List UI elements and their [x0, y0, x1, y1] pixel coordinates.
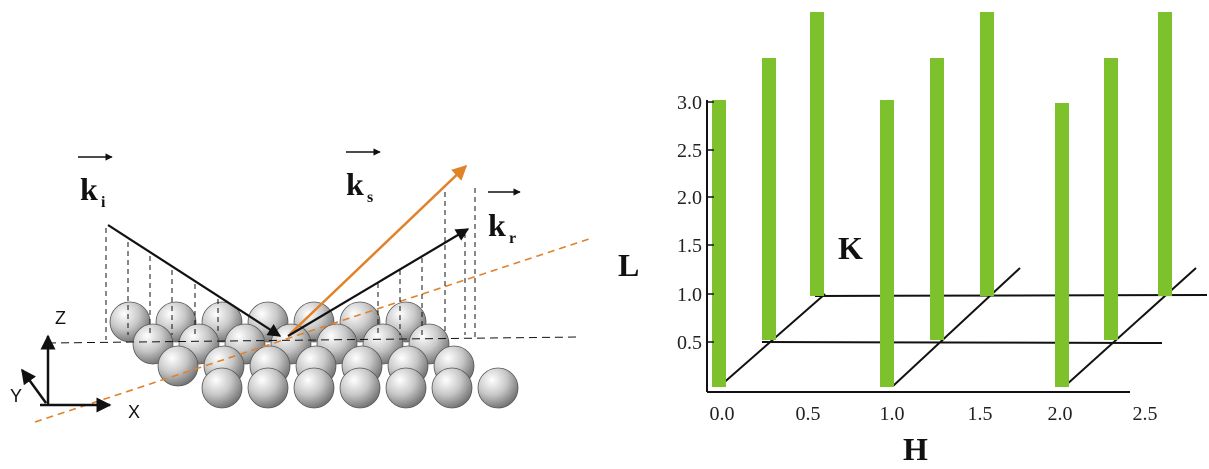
atom	[386, 368, 426, 408]
axis-label: Z	[55, 308, 66, 328]
rod	[880, 100, 894, 387]
rod	[1104, 58, 1118, 340]
atom	[248, 368, 288, 408]
atom-surface	[110, 302, 518, 408]
k-axis-label: K	[838, 230, 863, 266]
y-axis	[22, 370, 46, 403]
vector-label: k	[80, 171, 98, 207]
vector-subscript: s	[367, 189, 373, 206]
tick-label: 1.0	[880, 403, 905, 425]
tick-label: 1.5	[968, 403, 993, 425]
l-axis-ticks: 3.0 2.5 2.0 1.5 1.0 0.5	[677, 92, 714, 354]
rod	[810, 12, 824, 296]
tick-label: 1.5	[677, 235, 702, 257]
vector-subscript: r	[509, 230, 516, 247]
rod	[712, 100, 726, 387]
atom	[432, 368, 472, 408]
tick-label: 0.5	[796, 403, 821, 425]
rod	[1055, 103, 1069, 387]
vector-label: k	[346, 166, 364, 202]
rod	[980, 12, 994, 296]
l-axis-label: L	[618, 247, 639, 283]
atom	[202, 368, 242, 408]
tick-label: 0.5	[677, 332, 702, 354]
tick-label: 2.5	[1133, 403, 1158, 425]
tick-label: 2.5	[677, 140, 702, 162]
diagram: k i k s k r Z Y X 3.0 2.5 2.0 1.5 1.0 0.5 0.0…	[0, 0, 1209, 469]
tick-label: 3.0	[677, 92, 702, 114]
atom	[478, 368, 518, 408]
rod	[930, 58, 944, 340]
rod	[762, 58, 776, 340]
axis-label: Y	[10, 386, 22, 406]
vector-label: k	[488, 207, 506, 243]
rod	[1158, 12, 1172, 296]
tick-label: 1.0	[677, 284, 702, 306]
h-axis-label: H	[903, 431, 928, 467]
truncation-rods	[712, 12, 1172, 387]
h-axis-ticks: 0.0 0.5 1.0 1.5 2.0 2.5	[710, 403, 1158, 425]
tick-label: 2.0	[1048, 403, 1073, 425]
axis-label: X	[128, 402, 140, 422]
tick-label: 0.0	[710, 403, 735, 425]
vector-subscript: i	[101, 194, 106, 211]
atom	[294, 368, 334, 408]
atom	[340, 368, 380, 408]
tick-label: 2.0	[677, 187, 702, 209]
scattering-geometry: k i k s k r Z Y X	[10, 152, 592, 422]
reciprocal-grid	[707, 100, 1207, 392]
